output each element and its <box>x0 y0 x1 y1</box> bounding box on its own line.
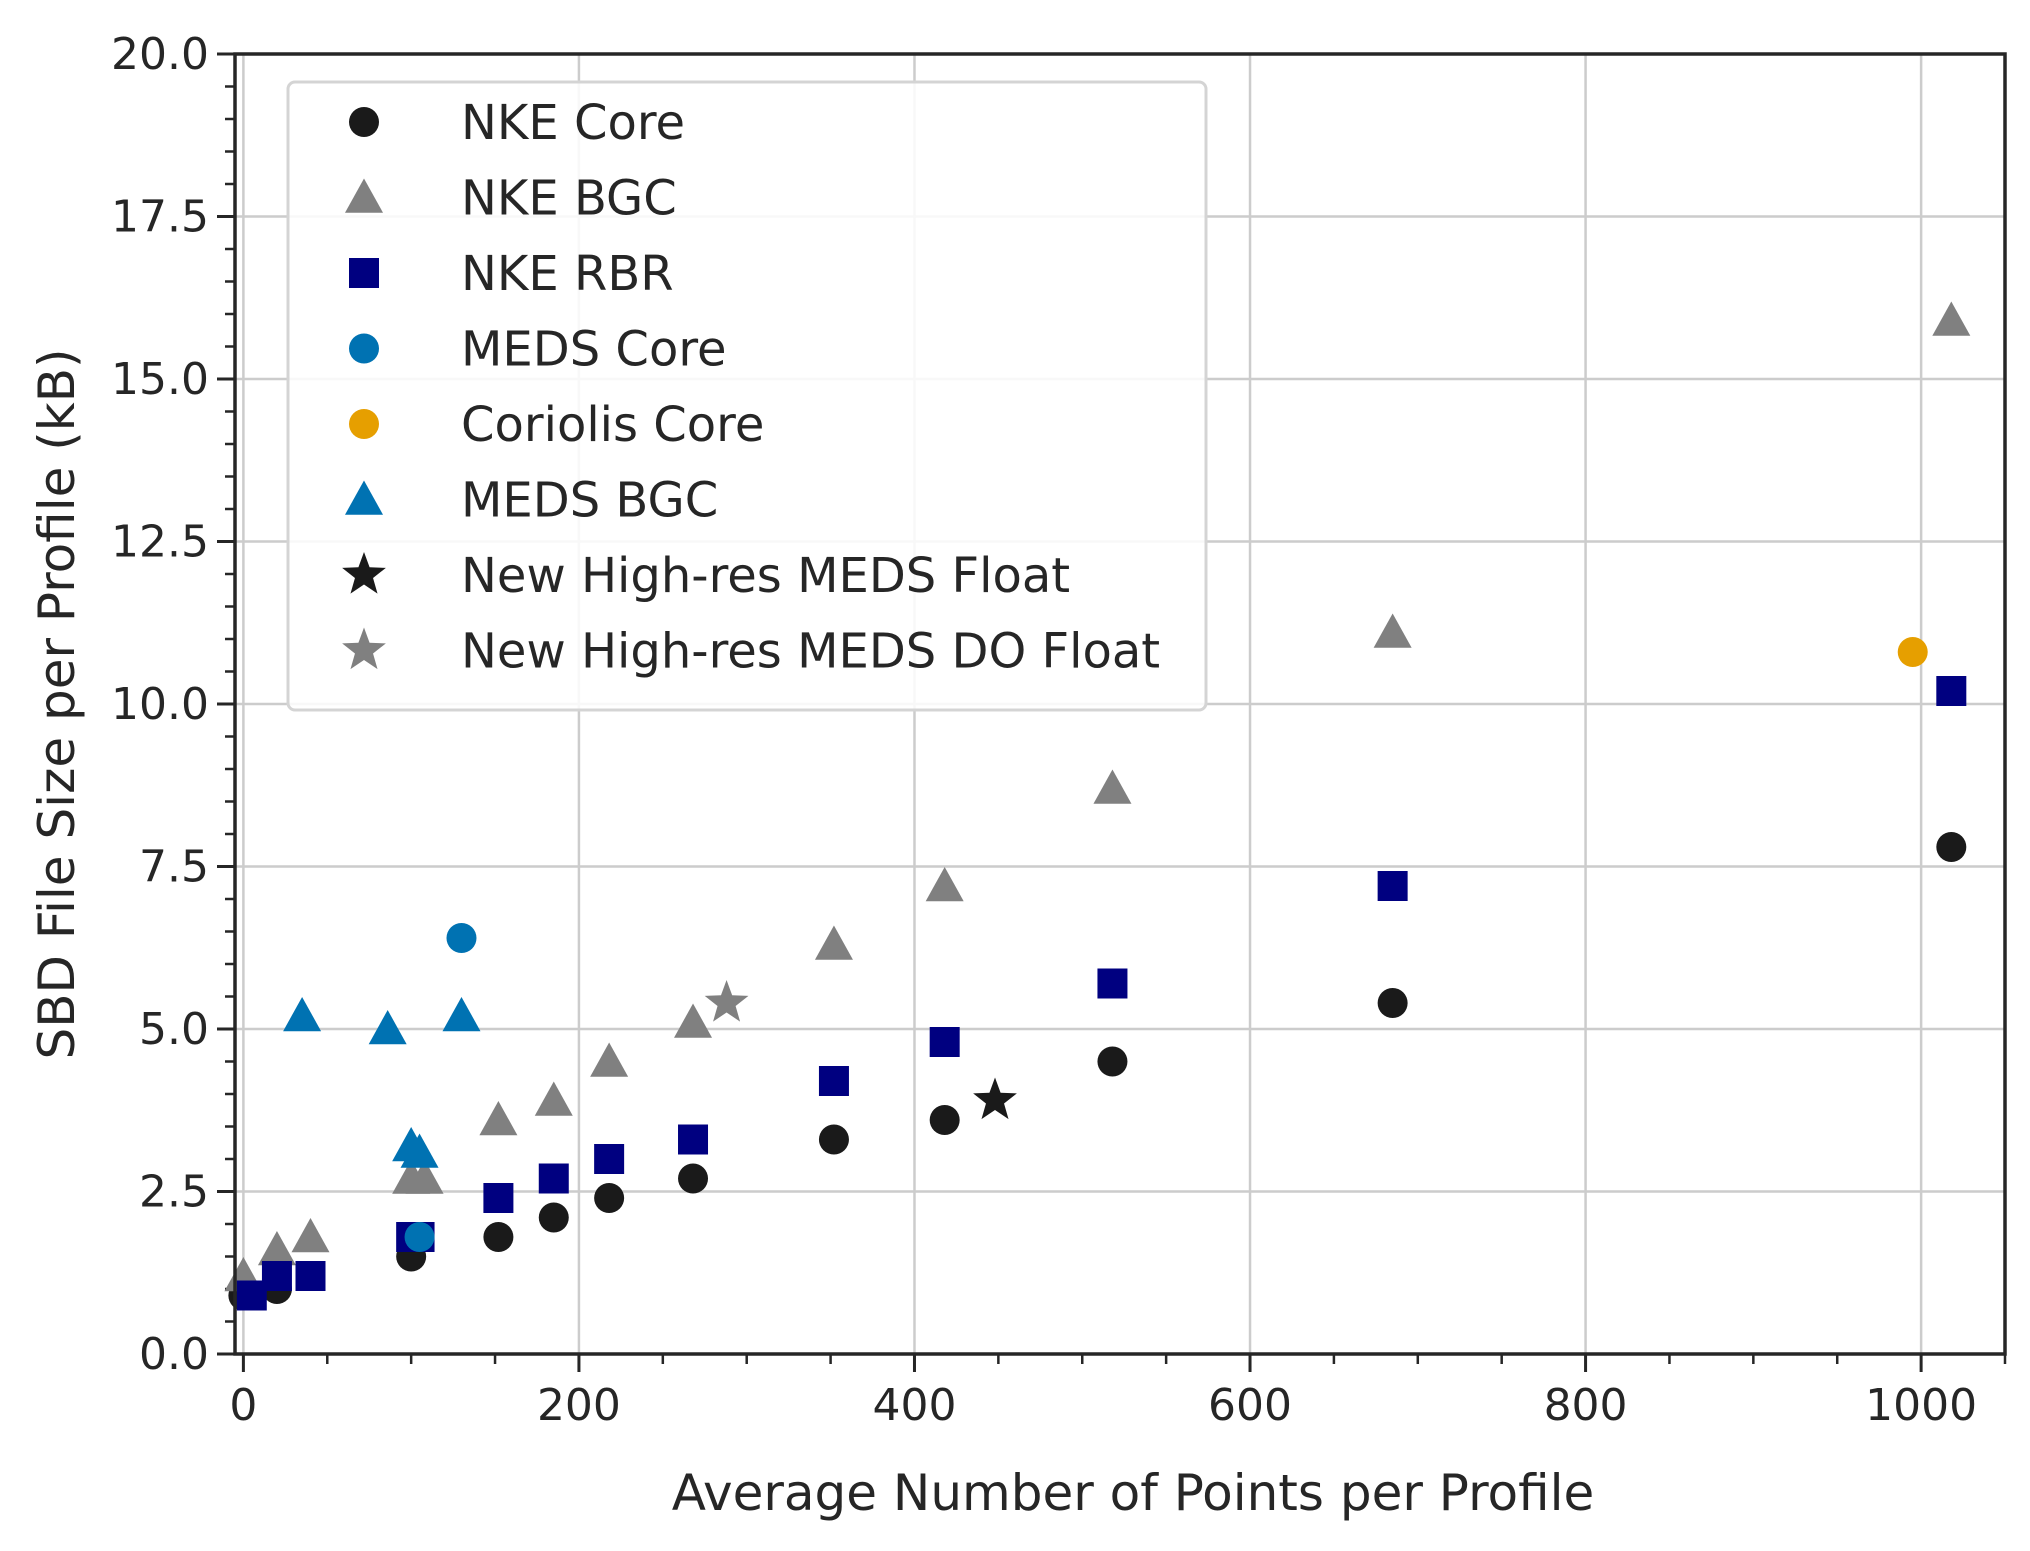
tick-labels: 0 200 400 600 800 1000 0.0 2.5 5.0 7.5 10.0 12.5 15.… <box>111 29 1977 1431</box>
point-nke-bgc <box>405 1159 444 1194</box>
point-new-high-res-meds-float <box>973 1077 1017 1120</box>
point-meds-bgc <box>368 1010 407 1045</box>
legend-label-nke-rbr: NKE RBR <box>461 246 674 302</box>
point-nke-rbr <box>1377 871 1408 901</box>
point-meds-bgc <box>400 1133 439 1168</box>
point-nke-bgc <box>590 1042 629 1077</box>
legend-label-meds-core: MEDS Core <box>461 322 727 378</box>
x-tick-label: 800 <box>1544 1380 1628 1431</box>
legend-label-nke-core: NKE Core <box>461 95 685 151</box>
point-meds-core <box>446 923 477 953</box>
y-tick-label: 15.0 <box>111 354 209 405</box>
point-meds-bgc <box>442 997 481 1032</box>
legend-label-coriolis-core: Coriolis Core <box>461 397 764 453</box>
point-nke-bgc <box>1932 301 1971 336</box>
point-nke-bgc <box>291 1218 330 1253</box>
plot-frame <box>233 52 2007 1356</box>
major-ticks <box>217 52 1923 1372</box>
point-nke-bgc <box>534 1081 573 1116</box>
legend-marker-nke-bgc <box>345 178 383 213</box>
point-nke-rbr <box>295 1261 326 1291</box>
point-nke-core <box>538 1202 569 1233</box>
y-tick-label: 7.5 <box>139 842 209 893</box>
legend-label-new-high-res-meds-float: New High-res MEDS Float <box>461 548 1070 604</box>
point-nke-core <box>818 1124 849 1155</box>
legend-label-meds-bgc: MEDS BGC <box>461 473 718 529</box>
point-nke-core <box>1936 832 1967 862</box>
x-axis-title: Average Number of Points per Profile <box>672 1464 1595 1522</box>
point-nke-bgc <box>925 867 964 902</box>
legend-marker-nke-core <box>349 107 379 137</box>
legend-marker-nke-rbr <box>349 258 379 288</box>
point-meds-core <box>404 1222 435 1252</box>
point-nke-bgc <box>1373 613 1412 648</box>
y-axis-title: SBD File Size per Profile (kB) <box>28 348 86 1059</box>
legend-box <box>286 80 1208 712</box>
legend-label-new-high-res-meds-do-float: New High-res MEDS DO Float <box>461 624 1160 680</box>
point-nke-bgc <box>257 1231 296 1266</box>
point-meds-bgc <box>283 997 322 1032</box>
point-nke-rbr <box>1936 676 1967 706</box>
point-new-high-res-meds-do-float <box>704 980 749 1022</box>
point-nke-core <box>483 1222 514 1252</box>
legend-marker-coriolis-core <box>349 409 379 439</box>
legend-marker-meds-bgc <box>345 480 383 515</box>
point-coriolis-core <box>1897 637 1928 667</box>
point-nke-core <box>594 1183 625 1213</box>
point-nke-rbr <box>538 1163 569 1194</box>
legend-label-nke-bgc: NKE BGC <box>461 171 677 227</box>
x-tick-label: 600 <box>1208 1380 1292 1431</box>
y-tick-label: 20.0 <box>111 29 209 80</box>
y-tick-label: 17.5 <box>111 192 209 243</box>
legend-marker-new-high-res-meds-float <box>342 552 386 594</box>
point-nke-rbr <box>483 1183 514 1213</box>
x-tick-label: 1000 <box>1865 1380 1977 1431</box>
y-tick-label: 10.0 <box>111 679 209 730</box>
x-tick-label: 400 <box>872 1380 956 1431</box>
point-nke-bgc <box>814 925 853 960</box>
data-points <box>224 301 1971 1311</box>
point-nke-core <box>1097 1046 1128 1077</box>
point-nke-rbr <box>1097 968 1128 999</box>
y-tick-label: 5.0 <box>139 1004 209 1055</box>
point-nke-rbr <box>678 1124 709 1155</box>
y-tick-label: 2.5 <box>139 1167 209 1218</box>
point-nke-core <box>929 1105 960 1135</box>
legend-marker-new-high-res-meds-do-float <box>342 627 386 670</box>
y-tick-label: 0.0 <box>139 1329 209 1380</box>
legend-marker-meds-core <box>349 333 379 364</box>
point-nke-rbr <box>594 1144 625 1174</box>
x-tick-label: 200 <box>537 1380 621 1431</box>
point-nke-bgc <box>479 1101 518 1136</box>
point-nke-bgc <box>674 1003 713 1038</box>
point-nke-bgc <box>1093 769 1132 804</box>
point-nke-rbr <box>818 1066 849 1096</box>
x-tick-label: 0 <box>229 1380 257 1431</box>
legend: NKE Core NKE BGC NKE RBR MEDS Core Coriolis … <box>286 80 1208 712</box>
point-nke-rbr <box>929 1027 960 1057</box>
point-nke-rbr <box>261 1261 292 1291</box>
y-tick-label: 12.5 <box>111 517 209 568</box>
point-nke-core <box>678 1163 709 1194</box>
point-nke-core <box>1377 988 1408 1018</box>
point-nke-rbr <box>236 1280 267 1311</box>
